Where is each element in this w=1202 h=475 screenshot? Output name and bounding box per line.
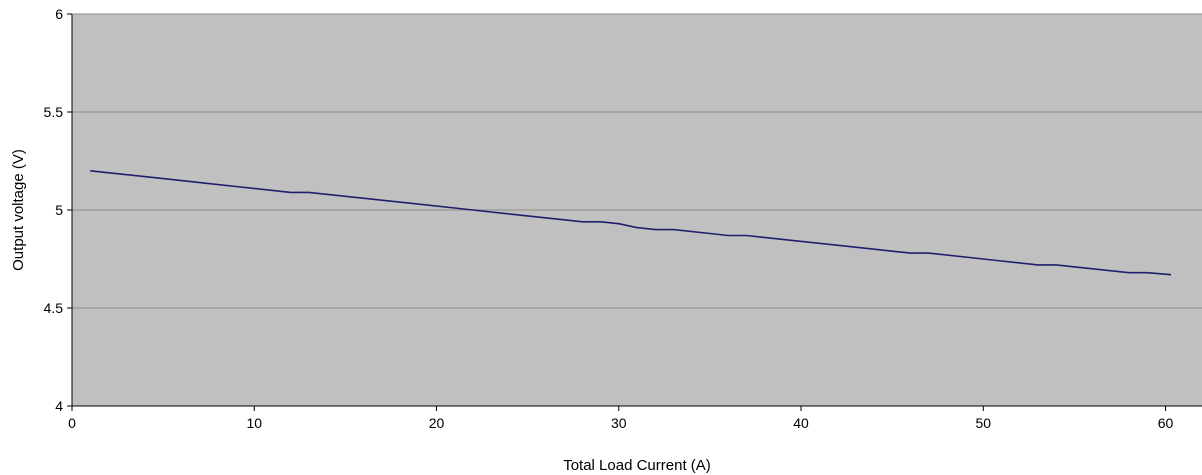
- x-tick-label: 10: [246, 415, 262, 431]
- y-axis-title: Output voltage (V): [10, 149, 27, 271]
- series-group: [90, 170, 1172, 276]
- x-axis-ticks: 0 10 20 30 40 50 60: [68, 406, 1174, 431]
- x-tick-label: 50: [976, 415, 992, 431]
- x-tick-label: 60: [1158, 415, 1174, 431]
- y-axis-ticks: 4 4.5 5 5.5 6: [44, 6, 72, 414]
- series-line-0: [90, 170, 1172, 276]
- y-tick-label: 4.5: [44, 300, 64, 316]
- y-tick-label: 6: [55, 6, 63, 22]
- x-tick-label: 20: [429, 415, 445, 431]
- y-tick-label: 4: [55, 398, 63, 414]
- y-tick-label: 5.5: [44, 104, 64, 120]
- x-tick-label: 30: [611, 415, 627, 431]
- x-axis-title: Total Load Current (A): [563, 457, 711, 474]
- x-tick-label: 40: [793, 415, 809, 431]
- x-tick-label: 0: [68, 415, 76, 431]
- y-tick-label: 5: [55, 202, 63, 218]
